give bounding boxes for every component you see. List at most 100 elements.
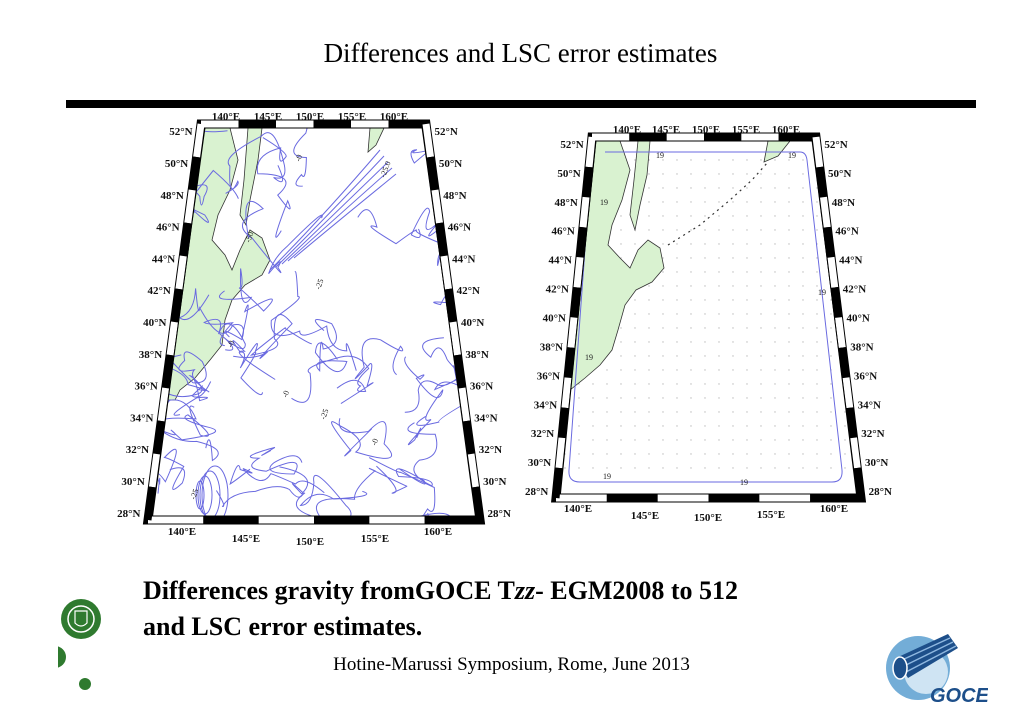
grid-dot xyxy=(690,201,692,203)
grid-dot xyxy=(676,355,678,357)
lat-label-left: 52°N xyxy=(560,139,583,151)
contour-line xyxy=(331,418,393,459)
grid-dot xyxy=(690,257,692,259)
grid-dot xyxy=(788,453,790,455)
caption-line-2: and LSC error estimates. xyxy=(143,612,423,641)
grid-dot xyxy=(746,215,748,217)
lat-label-right: 36°N xyxy=(854,370,877,382)
grid-dot xyxy=(844,313,846,315)
land-sakhalin xyxy=(629,141,651,232)
grid-dot xyxy=(732,397,734,399)
frame-right-segment xyxy=(427,156,439,191)
grid-dot xyxy=(648,467,650,469)
grid-dot xyxy=(732,453,734,455)
grid-dot xyxy=(578,411,580,413)
grid-dot xyxy=(648,327,650,329)
grid-dot xyxy=(774,285,776,287)
grid-dot xyxy=(648,355,650,357)
contour-label: -25 xyxy=(313,278,325,291)
grid-dot xyxy=(774,201,776,203)
frame-right-segment xyxy=(820,196,831,228)
grid-dot xyxy=(830,383,832,385)
grid-dot xyxy=(732,439,734,441)
grid-dot xyxy=(732,257,734,259)
grid-dot xyxy=(788,467,790,469)
grid-dot xyxy=(676,215,678,217)
grid-dot xyxy=(718,467,720,469)
lat-label-right: 30°N xyxy=(865,457,888,469)
lat-label-right: 28°N xyxy=(869,486,892,498)
frame-right-segment xyxy=(463,420,475,455)
grid-dot xyxy=(802,341,804,343)
grid-dot xyxy=(634,159,636,161)
grid-dot xyxy=(774,327,776,329)
title-divider xyxy=(66,100,976,108)
goce-logo: GOCE xyxy=(886,634,988,706)
lat-label-left: 38°N xyxy=(139,349,162,361)
grid-dot xyxy=(816,257,818,259)
land-japan-sakhalin xyxy=(569,141,665,391)
frame-right-segment xyxy=(440,255,452,290)
grid-dot xyxy=(620,369,622,371)
grid-dot xyxy=(816,369,818,371)
grid-dot xyxy=(760,327,762,329)
grid-dot xyxy=(802,299,804,301)
grid-dot xyxy=(732,159,734,161)
grid-dot xyxy=(816,201,818,203)
grid-dot xyxy=(760,229,762,231)
grid-dot xyxy=(802,173,804,175)
grid-dot xyxy=(690,285,692,287)
lat-label-left: 30°N xyxy=(121,476,144,488)
grid-dot xyxy=(760,313,762,315)
grid-dot xyxy=(676,439,678,441)
grid-dot xyxy=(634,243,636,245)
grid-dot xyxy=(690,173,692,175)
grid-dot xyxy=(788,397,790,399)
contour-line xyxy=(201,465,229,516)
grid-dot xyxy=(760,439,762,441)
frame-left-segment xyxy=(184,189,196,224)
lon-label-bottom: 140°E xyxy=(168,526,196,538)
grid-dot xyxy=(704,187,706,189)
contour-line xyxy=(219,268,273,338)
grid-dot xyxy=(746,299,748,301)
grid-dot xyxy=(774,299,776,301)
lat-label-left: 32°N xyxy=(126,444,149,456)
grid-dot xyxy=(676,313,678,315)
grid-dot xyxy=(690,271,692,273)
lat-label-left: 44°N xyxy=(152,253,175,265)
grid-dot xyxy=(690,341,692,343)
grid-dot xyxy=(704,327,706,329)
grid-dot xyxy=(830,327,832,329)
grid-dot xyxy=(788,271,790,273)
contour-line xyxy=(152,152,174,222)
grid-dot xyxy=(718,159,720,161)
lat-label-right: 46°N xyxy=(448,222,471,234)
grid-dot xyxy=(746,243,748,245)
grid-dot xyxy=(788,215,790,217)
grid-dot xyxy=(746,187,748,189)
grid-dot xyxy=(774,439,776,441)
grid-dot xyxy=(662,313,664,315)
grid-dot xyxy=(788,187,790,189)
caption-line-1: Differences gravity fromGOCE Tzz- EGM200… xyxy=(143,576,739,605)
grid-dot xyxy=(788,327,790,329)
grid-dot xyxy=(760,243,762,245)
frame-left-segment xyxy=(582,166,593,198)
grid-dot xyxy=(802,159,804,161)
grid-dot xyxy=(774,383,776,385)
grid-dot xyxy=(676,271,678,273)
grid-dot xyxy=(816,313,818,315)
grid-dot xyxy=(704,229,706,231)
contour-line xyxy=(229,465,325,494)
grid-dot xyxy=(774,397,776,399)
grid-dot xyxy=(760,215,762,217)
grid-dot xyxy=(704,243,706,245)
grid-dot xyxy=(774,257,776,259)
grid-dot xyxy=(718,257,720,259)
grid-dot xyxy=(746,439,748,441)
contour-line xyxy=(287,167,393,262)
grid-dot xyxy=(802,397,804,399)
lat-label-left: 32°N xyxy=(531,428,554,440)
